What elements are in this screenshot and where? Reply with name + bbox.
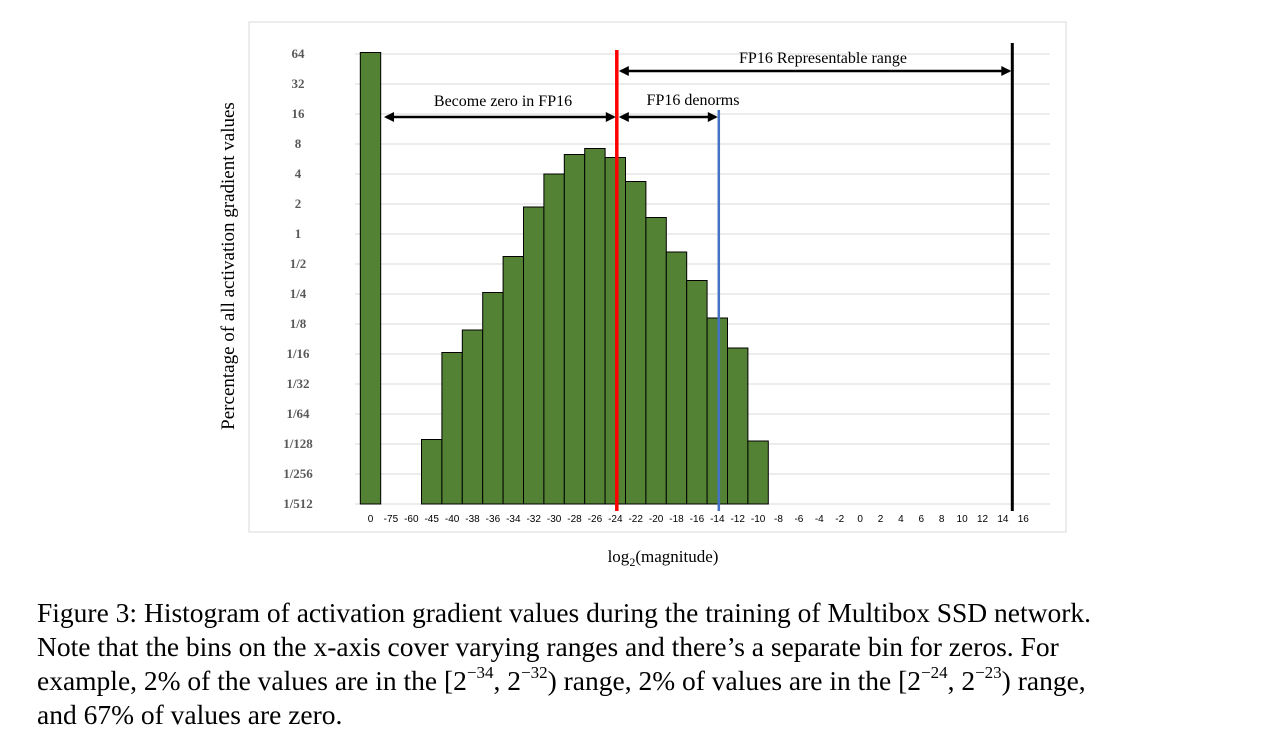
y-tick-label: 16 (292, 106, 306, 121)
histogram-bar (584, 148, 606, 505)
figure-caption: Figure 3: Histogram of activation gradie… (37, 596, 1237, 732)
histogram-bar (543, 173, 565, 505)
caption-l3-a: example, 2% of the values are in the [2 (37, 665, 467, 696)
x-tick-label: -4 (815, 514, 824, 525)
y-tick-label: 1/32 (286, 376, 309, 391)
x-tick-label: -18 (669, 514, 684, 525)
y-tick-label: 64 (292, 46, 306, 61)
y-tick-label: 1/128 (283, 436, 313, 451)
y-tick-label: 8 (295, 136, 302, 151)
x-tick-label: -20 (649, 514, 664, 525)
annotations: Become zero in FP16 FP16 denorms FP16 Re… (434, 50, 907, 110)
x-tick-label: -2 (835, 514, 844, 525)
histogram-bar (461, 329, 484, 505)
x-tick-label: -75 (384, 514, 399, 525)
x-tick-label: 12 (977, 514, 989, 525)
x-tick-labels: 0 -75 -60 -45 -40 -38 -36 -34 -32 -30 -28 -26 -24 -22… (368, 514, 1030, 525)
caption-exp-4: −23 (975, 662, 1002, 682)
histogram-bar (482, 292, 504, 505)
caption-l3-c: ) range, 2% of values are in the [2 (547, 665, 921, 696)
y-tick-label: 4 (295, 166, 302, 181)
x-tick-label: -24 (608, 514, 623, 525)
histogram-bar (421, 439, 443, 505)
caption-exp-3: −24 (920, 662, 948, 682)
caption-line-4: and 67% of values are zero. (37, 699, 343, 730)
x-tick-label: -22 (628, 514, 643, 525)
x-tick-label: -28 (567, 514, 582, 525)
y-tick-label: 32 (292, 76, 305, 91)
x-tick-label: 0 (368, 514, 374, 525)
caption-line-2: Note that the bins on the x-axis cover v… (37, 631, 1059, 662)
caption-text-1: Histogram of activation gradient values … (143, 597, 1092, 628)
histogram-bar (747, 440, 769, 505)
caption-line-3: example, 2% of the values are in the [2−… (37, 664, 1237, 698)
x-tick-label: -30 (547, 514, 562, 525)
y-tick-label: 1/4 (290, 286, 307, 301)
histogram-bar (706, 317, 728, 505)
x-tick-label: -36 (486, 514, 501, 525)
x-tick-label: 14 (997, 514, 1009, 525)
x-tick-label: -45 (424, 514, 439, 525)
y-tick-label: 1/16 (286, 346, 310, 361)
x-tick-label: -60 (404, 514, 419, 525)
histogram-bar (645, 217, 667, 505)
y-tick-label: 1 (295, 226, 302, 241)
caption-l3-f: ) range, (1001, 665, 1086, 696)
figure-label: Figure 3: (37, 597, 138, 628)
x-axis-label: log2(magnitude) (608, 547, 719, 569)
histogram-bar (665, 251, 688, 505)
y-tick-label: 1/64 (286, 406, 310, 421)
caption-exp-1: −34 (466, 662, 494, 682)
x-tick-label: 10 (957, 514, 969, 525)
x-tick-label: 4 (898, 514, 904, 525)
x-axis-label-sub: 2 (629, 555, 635, 569)
caption-l3-d: , 2 (947, 665, 976, 696)
y-tick-label: 1/512 (283, 496, 313, 511)
annotation-denorms: FP16 denorms (647, 92, 740, 109)
x-tick-label: 16 (1018, 514, 1030, 525)
x-tick-label: -40 (445, 514, 460, 525)
x-tick-label: -34 (506, 514, 521, 525)
caption-l3-b: , 2 (493, 665, 522, 696)
x-tick-label: -38 (465, 514, 480, 525)
histogram-bar (686, 280, 708, 505)
x-tick-label: -14 (710, 514, 725, 525)
x-tick-label: 8 (939, 514, 945, 525)
y-tick-label: 1/256 (283, 466, 313, 481)
x-tick-label: -32 (526, 514, 541, 525)
x-tick-label: -26 (588, 514, 603, 525)
x-tick-label: -12 (730, 514, 745, 525)
y-tick-label: 1/2 (290, 256, 307, 271)
annotation-zero: Become zero in FP16 (434, 93, 572, 110)
x-tick-label: -10 (751, 514, 766, 525)
histogram-bar (727, 347, 749, 505)
y-axis-label: Percentage of all activation gradient va… (218, 102, 239, 430)
y-tick-label: 2 (295, 196, 302, 211)
histogram-bar (563, 154, 586, 505)
histogram-bar (359, 52, 382, 505)
caption-exp-2: −32 (521, 662, 548, 682)
y-tick-label: 1/8 (290, 316, 307, 331)
arrow-denorm-range (618, 112, 718, 122)
annotation-representable: FP16 Representable range (739, 50, 907, 67)
x-tick-label: 0 (857, 514, 863, 525)
x-tick-label: 6 (919, 514, 925, 525)
histogram-chart: 64321684211/21/41/81/161/321/641/1281/25… (218, 21, 1067, 569)
y-tick-labels: 64 32 16 8 4 2 1 1/2 1/4 1/8 1/16 1/32 1/64 1/128 1/25… (283, 46, 313, 511)
caption-line-1: Figure 3: Histogram of activation gradie… (37, 596, 1237, 630)
histogram-bar (625, 181, 647, 505)
x-tick-label: -8 (774, 514, 783, 525)
histogram-bar (502, 256, 525, 505)
x-tick-label: -6 (794, 514, 803, 525)
x-tick-label: 2 (878, 514, 884, 525)
arrow-representable-range (618, 66, 1012, 76)
histogram-bar (523, 206, 545, 505)
arrow-zero-range (384, 112, 616, 122)
histogram-bar (441, 352, 463, 505)
range-markers (384, 43, 1014, 511)
x-axis-label-rest: (magnitude) (635, 547, 718, 566)
x-axis-label-log: log (608, 547, 630, 566)
x-tick-label: -16 (690, 514, 705, 525)
